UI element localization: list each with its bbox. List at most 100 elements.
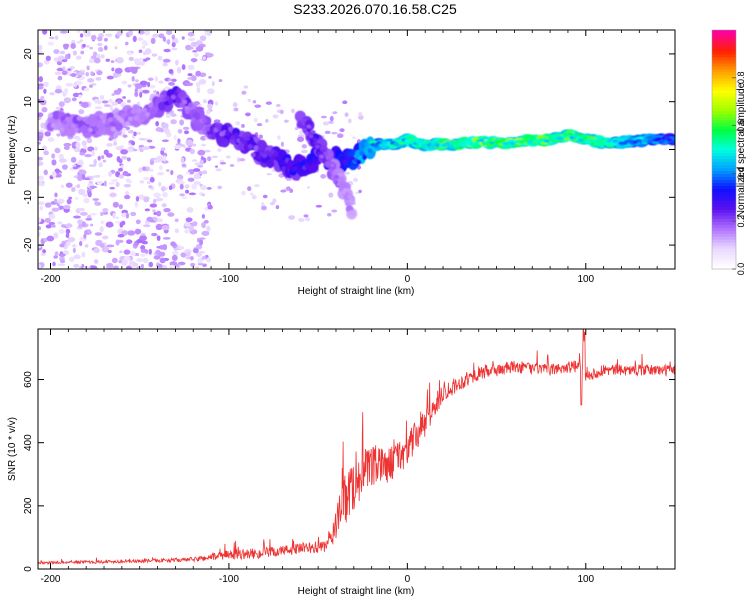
heatmap-ridge-cell xyxy=(415,140,422,144)
heatmap-noise-blob xyxy=(43,88,47,94)
heatmap-noise-blob xyxy=(73,263,80,268)
heatmap-noise-blob xyxy=(197,149,206,156)
heatmap-noise-blob xyxy=(189,148,195,155)
heatmap-noise-blob xyxy=(98,162,103,168)
heatmap-noise-blob xyxy=(213,119,221,124)
colorbar-cell xyxy=(712,167,736,172)
heatmap-noise-blob xyxy=(133,131,137,137)
heatmap-noise-blob xyxy=(170,170,174,176)
heatmap-noise-blob xyxy=(162,155,167,162)
heatmap-noise-blob xyxy=(156,172,165,176)
heatmap-noise-blob xyxy=(142,89,150,94)
heatmap-ridge-cell xyxy=(245,135,250,141)
heatmap-noise-blob xyxy=(38,85,44,90)
heatmap-noise-blob xyxy=(51,224,56,228)
heatmap-noise-blob xyxy=(53,232,59,239)
heatmap-noise-blob xyxy=(127,84,132,88)
colorbar-cell xyxy=(712,230,736,234)
heatmap-noise-blob xyxy=(200,184,207,191)
heatmap-noise-blob xyxy=(198,250,206,254)
heatmap-noise-blob xyxy=(122,171,129,176)
heatmap-noise-blob xyxy=(347,118,352,124)
snr-y-axis: 0 200 400 600 xyxy=(23,371,675,572)
heatmap-ridge-cell xyxy=(65,116,71,122)
colorbar-cell xyxy=(712,137,736,142)
heatmap-noise-blob xyxy=(68,256,75,262)
heatmap-noise-blob xyxy=(134,252,140,257)
colorbar-frame xyxy=(711,29,737,270)
heatmap-noise-blob xyxy=(51,207,60,212)
heatmap-noise-blob xyxy=(76,161,84,166)
heatmap-noise-blob xyxy=(138,167,143,173)
heatmap-noise-blob xyxy=(126,157,131,162)
heatmap-ridge-cell xyxy=(185,109,190,115)
heatmap-noise-blob xyxy=(57,75,63,81)
heatmap-noise-blob xyxy=(192,168,201,172)
heatmap-noise-blob xyxy=(174,218,179,223)
heatmap-noise-blob xyxy=(121,259,128,266)
heatmap-noise-blob xyxy=(157,263,163,269)
heatmap-noise-blob xyxy=(344,171,350,175)
heatmap-noise-blob xyxy=(120,220,126,226)
heatmap-noise-blob xyxy=(71,244,77,248)
heatmap-noise-blob xyxy=(74,197,79,200)
heatmap-noise-blob xyxy=(86,137,93,144)
heatmap-noise-blob xyxy=(352,136,356,140)
heatmap-noise-blob xyxy=(83,197,90,204)
colorbar-cell xyxy=(712,116,736,121)
heatmap-noise-blob xyxy=(84,244,89,248)
heatmap-ridge-cell xyxy=(127,116,133,122)
colorbar-cell xyxy=(712,161,736,166)
heatmap-noise-blob xyxy=(63,97,72,104)
heatmap-noise-blob xyxy=(38,231,41,238)
colorbar-cell xyxy=(712,50,736,55)
heatmap-ridge-cell xyxy=(110,126,116,132)
heatmap-noise-blob xyxy=(201,221,206,229)
heatmap-noise-blob xyxy=(153,212,157,215)
heatmap-noise-blob xyxy=(53,49,60,54)
heatmap-noise-blob xyxy=(217,185,223,190)
heatmap-noise-blob xyxy=(241,190,246,196)
heatmap-noise-blob xyxy=(204,207,209,211)
heatmap-noise-blob xyxy=(125,239,133,245)
heatmap-noise-blob xyxy=(108,137,113,141)
heatmap-noise-blob xyxy=(75,55,82,60)
heatmap-ridge-cell xyxy=(99,114,105,120)
colorbar-cell xyxy=(712,119,736,124)
heatmap-noise-blob xyxy=(111,179,119,183)
heatmap-noise-blob xyxy=(53,198,58,204)
heatmap-noise-blob xyxy=(123,249,131,255)
heatmap-noise-blob xyxy=(125,212,130,219)
heatmap-noise-blob xyxy=(51,171,57,178)
heatmap-noise-blob xyxy=(149,159,155,166)
heatmap-noise-blob xyxy=(140,253,146,257)
heatmap-noise-blob xyxy=(43,237,48,243)
heatmap-ridge-cell xyxy=(342,188,348,193)
heatmap-noise-blob xyxy=(63,142,72,147)
heatmap-noise-blob xyxy=(106,75,114,80)
heatmap-ridge-cell xyxy=(79,126,85,132)
colorbar-cell xyxy=(712,47,736,52)
heatmap-noise-blob xyxy=(331,209,338,213)
heatmap-noise-blob xyxy=(182,126,190,130)
heatmap-noise-blob xyxy=(201,143,207,147)
heatmap-noise-blob xyxy=(145,57,151,61)
heatmap-ridge-cell xyxy=(304,131,310,136)
heatmap-ridge-cell xyxy=(130,108,136,114)
heatmap-ridge-cell xyxy=(59,127,65,132)
heatmap-noise-blob xyxy=(171,47,178,51)
heatmap-noise-blob xyxy=(127,230,136,236)
heatmap-noise-blob xyxy=(284,119,289,123)
heatmap-noise-blob xyxy=(96,70,103,76)
heatmap-noise-blob xyxy=(66,198,72,205)
heatmap-noise-blob xyxy=(38,156,44,161)
heatmap-noise-blob xyxy=(102,235,109,240)
colorbar-cell xyxy=(712,227,736,231)
heatmap-noise-blob xyxy=(181,64,186,71)
colorbar-cell xyxy=(712,263,736,267)
heatmap-noise-blob xyxy=(187,31,195,37)
heatmap-noise-blob xyxy=(179,193,185,197)
snr-y-tick-label: 0 xyxy=(23,566,34,572)
heatmap-noise-blob xyxy=(120,103,126,108)
heatmap-noise-blob xyxy=(112,201,119,208)
